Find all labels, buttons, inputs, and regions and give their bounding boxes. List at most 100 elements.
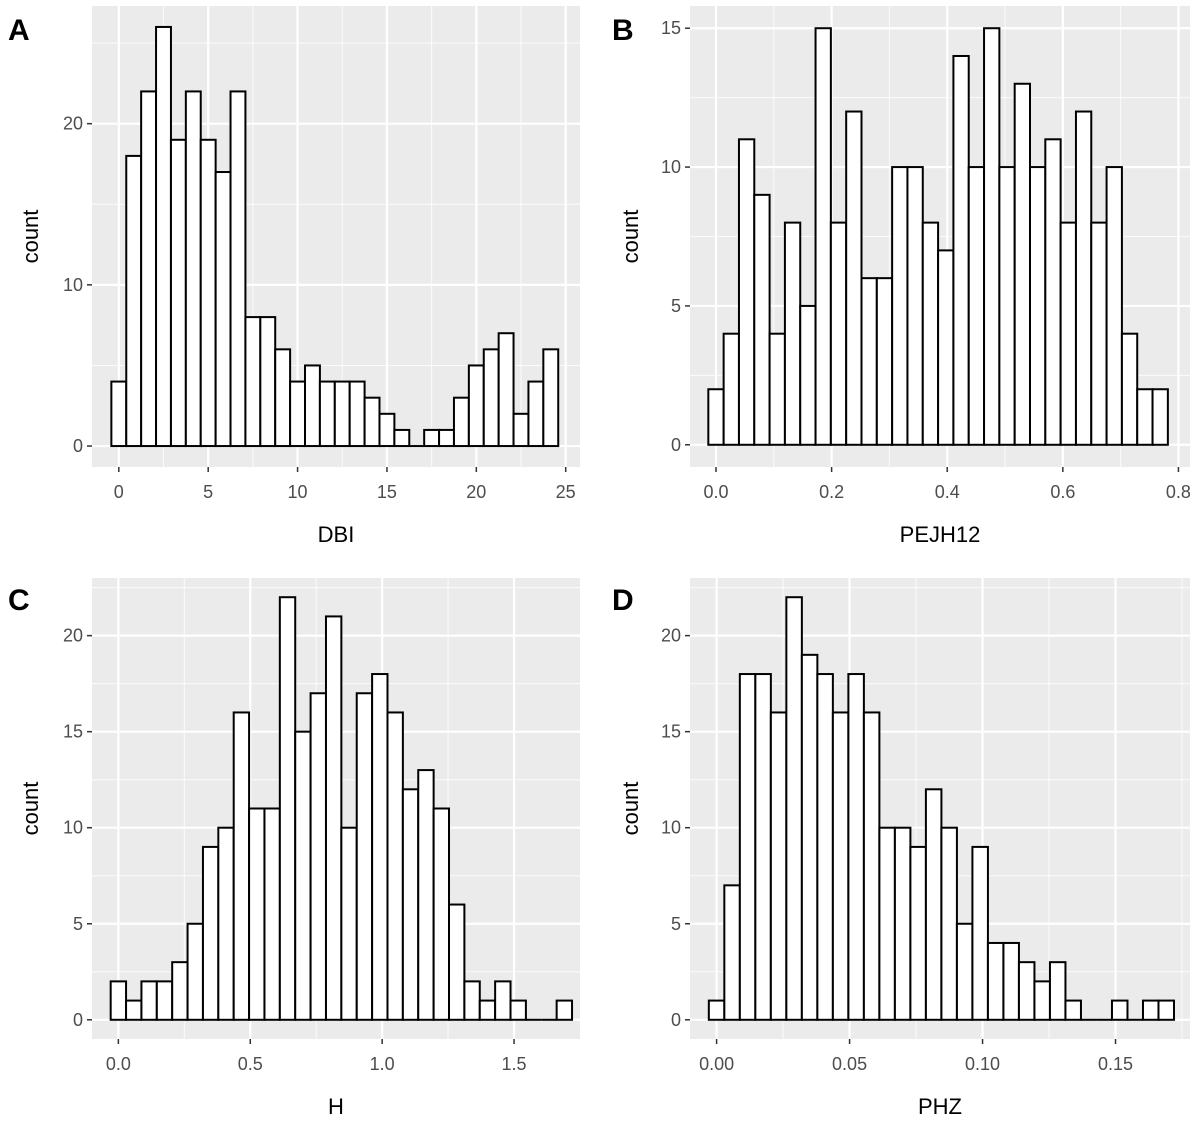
histogram-bar	[1120, 332, 1139, 446]
histogram-bar	[171, 961, 189, 1021]
histogram-bar	[467, 364, 485, 448]
x-tick-label: 0	[114, 482, 124, 502]
histogram-bar	[452, 396, 470, 448]
histogram-bar	[753, 193, 771, 446]
histogram-bar	[986, 941, 1005, 1021]
histogram-bar	[921, 221, 940, 446]
histogram-bar	[967, 166, 986, 446]
histogram-bar	[417, 769, 435, 1021]
histogram-bar	[1136, 388, 1154, 446]
histogram-bar	[140, 90, 158, 448]
histogram-bar	[1105, 166, 1123, 446]
histogram-bar	[1090, 221, 1108, 446]
histogram-bar	[983, 27, 1001, 446]
y-axis-title: count	[18, 210, 43, 264]
histogram-bar	[707, 999, 726, 1021]
histogram-bar	[1151, 388, 1169, 446]
histogram-bar	[860, 277, 878, 446]
y-tick-label: 15	[661, 722, 681, 742]
panel-label: B	[612, 14, 634, 47]
histogram-bar	[378, 412, 396, 448]
histogram-bar	[140, 980, 158, 1021]
histogram-bar	[1033, 980, 1051, 1021]
x-axis-title: DBI	[318, 522, 355, 547]
histogram-bar	[229, 90, 247, 448]
histogram-bar	[125, 154, 143, 448]
histogram-bar	[906, 166, 924, 446]
panel-label: A	[8, 14, 30, 47]
histogram-bar	[955, 922, 974, 1021]
histogram-bar	[952, 54, 970, 446]
histogram-bar	[348, 380, 366, 448]
histogram-bar	[393, 428, 411, 448]
y-tick-label: 20	[63, 626, 83, 646]
histogram-bar	[909, 845, 927, 1021]
panel-label: D	[612, 584, 634, 617]
histogram-bar	[248, 807, 266, 1021]
panel-b: 0.0 0.2 0.4 0.6 0.8 0 5 10 15 PEJH12 count B	[612, 6, 1191, 547]
y-tick-label: 15	[661, 18, 681, 38]
y-tick-label: 15	[63, 722, 83, 742]
x-tick-label: 25	[556, 482, 576, 502]
histogram-bar	[333, 380, 351, 448]
histogram-bar	[318, 380, 336, 448]
histogram-bar	[289, 380, 307, 448]
histogram-bar	[816, 673, 834, 1021]
y-tick-label: 10	[63, 818, 83, 838]
histogram-bar	[478, 999, 497, 1021]
y-tick-label: 10	[661, 818, 681, 838]
panel-label: C	[8, 584, 30, 617]
histogram-bar	[769, 711, 788, 1021]
histogram-bar	[1017, 961, 1036, 1021]
x-tick-label: 1.0	[370, 1054, 395, 1074]
histogram-bar	[423, 428, 441, 448]
y-tick-label: 0	[73, 436, 83, 456]
histogram-bar	[707, 388, 725, 446]
histogram-bar	[109, 980, 128, 1021]
histogram-bar	[274, 348, 292, 448]
histogram-bar	[831, 711, 850, 1021]
histogram-bar	[785, 596, 803, 1021]
histogram-bar	[738, 673, 757, 1021]
histogram-bar	[1002, 941, 1020, 1021]
x-tick-label: 10	[288, 482, 308, 502]
x-tick-label: 0.00	[699, 1054, 734, 1074]
x-tick-label: 20	[466, 482, 486, 502]
y-tick-label: 0	[671, 435, 681, 455]
histogram-bar	[527, 380, 545, 448]
histogram-bar	[722, 332, 740, 446]
histogram-bar	[448, 903, 466, 1021]
histogram-bar	[875, 277, 894, 446]
histogram-bar	[998, 166, 1016, 446]
histogram-bar	[169, 138, 187, 448]
histogram-bar	[355, 692, 374, 1021]
histogram-bar	[432, 807, 451, 1021]
histogram-bar	[184, 90, 202, 448]
x-tick-label: 0.8	[1166, 482, 1191, 502]
histogram-bar	[1059, 221, 1077, 446]
histogram-bar	[862, 711, 881, 1021]
histogram-bar	[800, 653, 819, 1021]
histogram-bar	[878, 826, 896, 1021]
histogram-bar	[497, 332, 515, 448]
y-tick-label: 20	[63, 114, 83, 134]
x-tick-label: 0.5	[238, 1054, 263, 1074]
x-tick-label: 0.15	[1098, 1054, 1133, 1074]
y-tick-label: 10	[661, 157, 681, 177]
histogram-bar	[1048, 961, 1067, 1021]
x-tick-label: 0.10	[965, 1054, 1000, 1074]
histogram-bar	[386, 711, 404, 1021]
panel-a: 0 5 10 15 20 25 0 10 20 DBI count A	[8, 6, 580, 547]
histogram-bar	[829, 221, 848, 446]
histogram-bar	[1110, 999, 1129, 1021]
histogram-bar	[1074, 110, 1093, 446]
y-tick-label: 5	[73, 914, 83, 934]
histogram-bar	[155, 980, 174, 1021]
histogram-bar	[1044, 138, 1062, 446]
x-axis-title: PHZ	[918, 1094, 962, 1119]
histogram-bar	[891, 166, 909, 446]
histogram-bar	[847, 673, 865, 1021]
histogram-bar	[401, 788, 420, 1021]
